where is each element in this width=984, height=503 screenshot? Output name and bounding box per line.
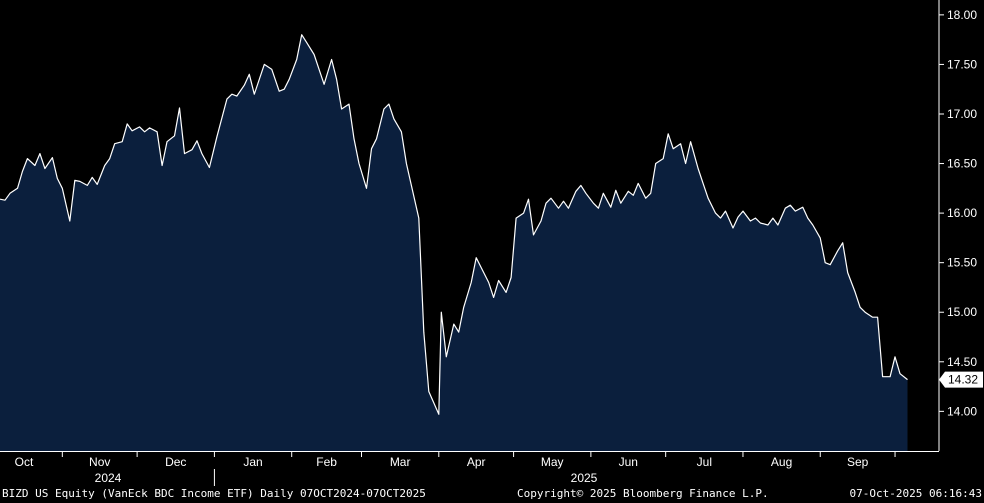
y-tick-label: 16.50 [947,157,977,171]
y-tick-label: 14.00 [947,404,977,418]
price-line [0,34,908,415]
last-value-marker: 14.32 [939,371,983,388]
footer: BIZD US Equity (VanEck BDC Income ETF) D… [0,486,984,503]
x-month-label: Jun [619,455,638,469]
x-month-label: May [541,455,564,469]
plot-area [0,34,908,451]
x-year-label: 2024 [95,471,122,485]
price-chart: 18.00 17.50 17.00 16.50 16.00 15.50 15.00 14.50… [0,0,983,486]
x-month-label: Aug [771,455,792,469]
x-month-label: Feb [316,455,337,469]
y-axis: 18.00 17.50 17.00 16.50 16.00 15.50 15.00 14.50… [938,0,977,451]
last-value-box [939,371,983,388]
x-month-label: Sep [847,455,869,469]
x-month-label: Apr [467,455,486,469]
y-tick-label: 14.50 [947,355,977,369]
x-month-label: Jul [697,455,712,469]
y-tick-label: 15.50 [947,256,977,270]
x-month-label: Oct [15,455,34,469]
y-ticks: 18.00 17.50 17.00 16.50 16.00 15.50 15.00 14.50… [939,8,977,418]
y-tick-label: 15.00 [947,305,977,319]
y-tick-label: 18.00 [947,8,977,22]
footer-copyright: Copyright© 2025 Bloomberg Finance L.P. [517,487,769,500]
x-month-label: Jan [243,455,262,469]
last-value-label: 14.32 [948,373,978,387]
y-tick-label: 16.00 [947,206,977,220]
y-tick-label: 17.50 [947,57,977,71]
x-axis: Oct Nov Dec Jan Feb Mar Apr May Jun Jul Aug Sep 2024… [0,451,939,486]
x-month-label: Mar [390,455,411,469]
y-tick-label: 17.00 [947,107,977,121]
footer-security-info: BIZD US Equity (VanEck BDC Income ETF) D… [2,487,426,500]
x-ticks: Oct Nov Dec Jan Feb Mar Apr May Jun Jul Aug Sep 2024… [15,451,896,486]
x-month-label: Nov [89,455,110,469]
footer-timestamp: 07-Oct-2025 06:16:43 [849,487,982,500]
price-area [0,34,908,451]
x-year-label: 2025 [571,471,598,485]
x-month-label: Dec [165,455,186,469]
